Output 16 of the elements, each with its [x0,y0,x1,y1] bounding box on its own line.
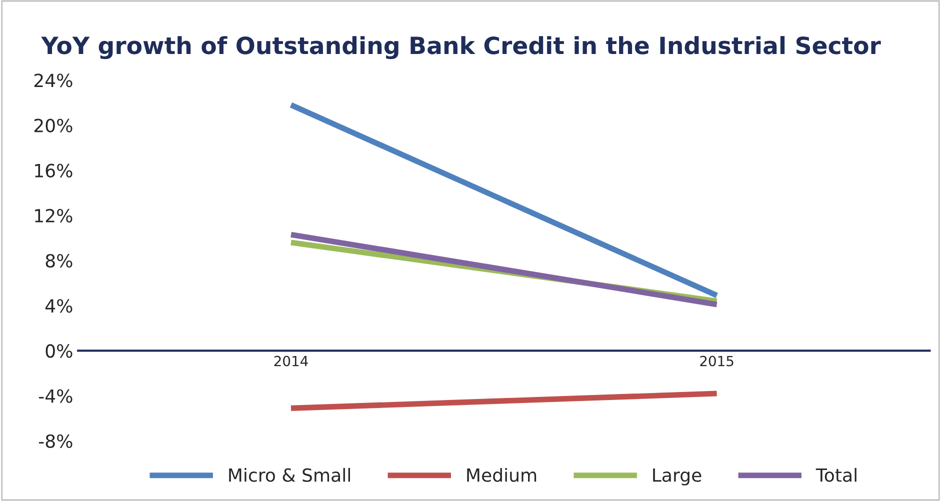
legend-label: Total [816,468,856,482]
y-tick-label: 0% [46,344,72,358]
legend-label: Large [653,468,702,486]
chart-title: YoY growth of Outstanding Bank Credit in the Industrial Sector [41,36,881,60]
y-tick-label: 4% [45,299,72,313]
y-tick-label: 12% [35,208,72,223]
y-tick-label: 20% [34,118,72,132]
y-tick-label: -4% [38,389,72,403]
y-tick-label: 8% [46,254,72,268]
legend-label: Medium [467,468,536,482]
x-tick-label: 2014 [274,356,308,366]
y-tick-label: -8% [38,434,72,448]
y-tick-label: 24% [34,74,72,88]
y-tick-label: 16% [35,164,72,178]
legend-label: Micro & Small [229,468,350,482]
x-tick-label: 2015 [700,356,734,366]
